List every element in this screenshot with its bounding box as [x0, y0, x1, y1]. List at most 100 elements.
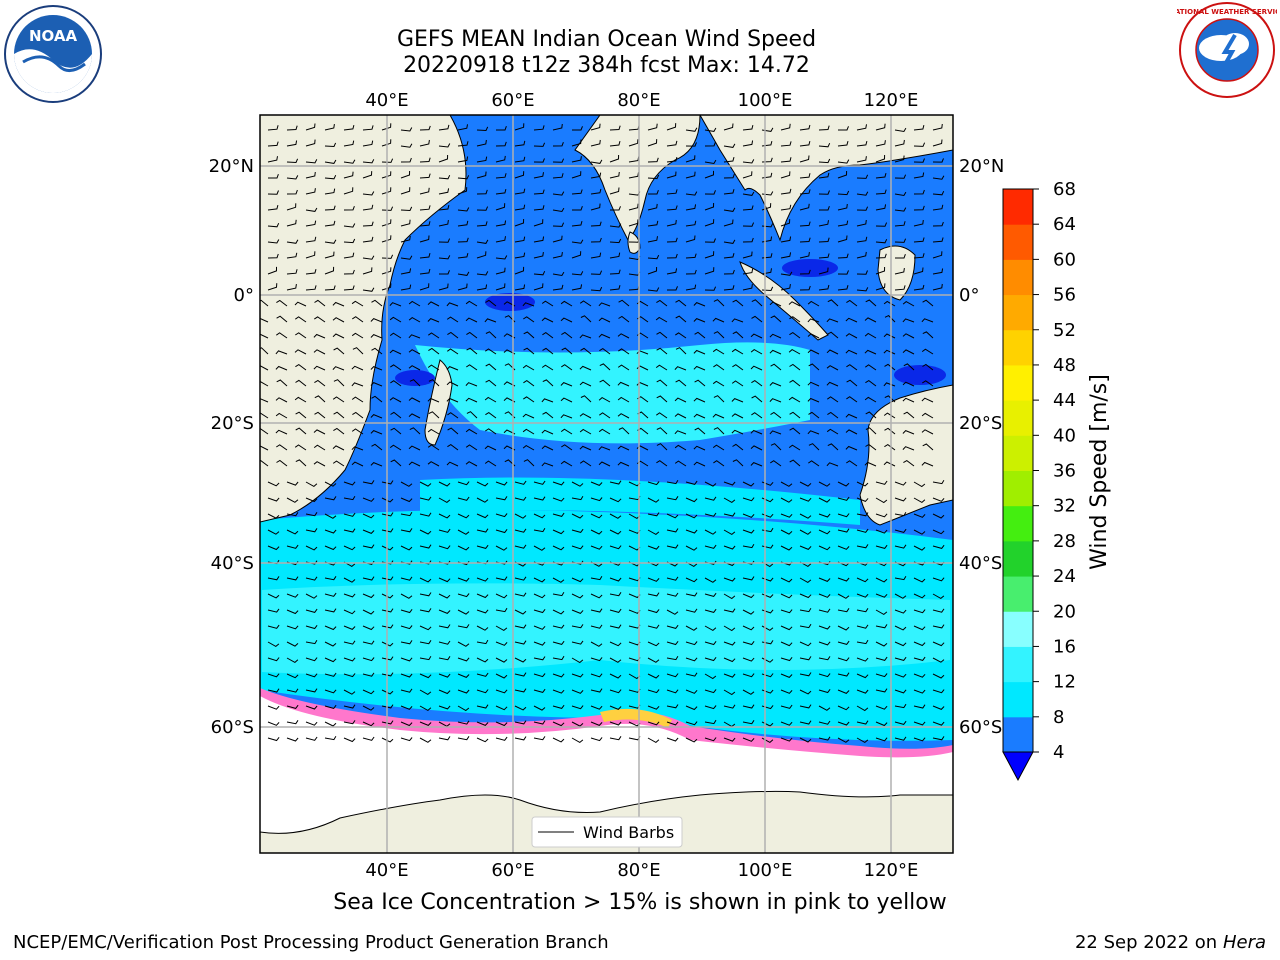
wind-barb — [780, 656, 793, 662]
wind-barb — [827, 411, 839, 419]
wind-barb — [381, 497, 394, 503]
wind-barb — [818, 125, 830, 131]
wind-barb — [333, 347, 345, 355]
wind-barb — [324, 513, 337, 519]
wind-barb — [476, 577, 489, 582]
wind-barb — [286, 158, 299, 164]
wind-barb — [856, 577, 869, 583]
wind-barb — [465, 444, 478, 451]
wind-barb — [856, 287, 869, 292]
wind-barb — [324, 576, 337, 581]
wind-barb — [343, 269, 355, 275]
wind-barb — [666, 655, 679, 661]
wind-barb — [560, 397, 573, 403]
wind-barb — [533, 496, 546, 501]
wind-barb — [712, 348, 725, 355]
wind-barb — [845, 317, 858, 323]
wind-barb — [260, 445, 269, 451]
wind-barb — [447, 348, 459, 355]
wind-barb — [780, 271, 793, 276]
wind-barb — [428, 379, 440, 387]
wind-barb — [514, 123, 525, 131]
wind-barb — [693, 365, 706, 371]
wind-barb — [571, 624, 584, 629]
wind-barb — [267, 141, 279, 147]
wind-barb — [343, 495, 356, 501]
wind-barbs-field — [260, 123, 945, 744]
wind-barb — [742, 543, 755, 549]
wind-barb — [446, 381, 459, 387]
wind-barb — [837, 640, 850, 645]
wind-barb — [599, 412, 611, 419]
wind-barb — [267, 624, 280, 629]
wind-barb — [457, 220, 469, 227]
wind-barb — [865, 443, 877, 451]
wind-barb — [457, 641, 470, 647]
wind-barb — [685, 529, 698, 534]
wind-barb — [590, 159, 603, 164]
wind-barb — [324, 545, 337, 551]
wind-barb — [400, 187, 411, 195]
wind-barb — [628, 139, 639, 147]
wind-barb — [826, 318, 839, 323]
wind-barb — [305, 220, 317, 227]
wind-barb — [362, 159, 375, 164]
wind-barb — [314, 411, 326, 419]
wind-barb — [647, 705, 660, 710]
wind-barb — [371, 347, 383, 355]
wind-barb — [381, 480, 394, 485]
wind-barb — [693, 349, 706, 355]
wind-barb — [286, 576, 299, 581]
wind-barb — [856, 512, 869, 517]
wind-barb — [438, 513, 451, 519]
nws-logo-text: NATIONAL WEATHER SERVICE — [1177, 8, 1277, 16]
wind-barb — [343, 689, 356, 695]
wind-barb — [438, 497, 451, 504]
wind-barb — [313, 365, 326, 371]
wind-barb — [457, 513, 470, 519]
wind-barb — [799, 623, 812, 629]
wind-barb — [921, 397, 934, 403]
wind-barb — [305, 285, 317, 291]
land-australia — [859, 384, 953, 526]
wind-barb — [883, 349, 896, 355]
wind-barb — [267, 545, 280, 551]
wind-barb — [807, 349, 820, 355]
wind-barb — [685, 142, 697, 147]
wind-barb — [818, 608, 831, 613]
wind-barb — [685, 608, 698, 613]
wind-barb — [362, 529, 375, 534]
wind-barb — [552, 673, 565, 678]
wind-barb — [902, 349, 915, 355]
wind-barb — [343, 609, 356, 615]
wind-barb — [427, 428, 440, 435]
wind-barb — [799, 173, 811, 179]
wind-barb — [351, 365, 364, 371]
wind-barb — [268, 174, 279, 179]
wind-barb — [552, 271, 565, 277]
wind-barb — [286, 625, 299, 630]
wind-barb — [742, 513, 755, 518]
wind-barb — [465, 461, 478, 467]
wind-barb — [552, 591, 565, 597]
wind-barb — [666, 689, 679, 694]
wind-barb — [552, 284, 564, 291]
wind-barb — [438, 143, 451, 148]
wind-barb — [674, 444, 687, 451]
wind-barb — [295, 379, 307, 387]
wind-barb — [408, 300, 421, 307]
wind-barb — [875, 222, 888, 227]
wind-barb — [362, 625, 375, 631]
wind-barb — [837, 705, 850, 711]
wind-barb — [856, 624, 869, 629]
wind-barb — [922, 299, 934, 307]
wind-barb — [922, 443, 934, 451]
wind-barb — [894, 544, 907, 549]
wind-barb — [723, 173, 735, 179]
wind-barb — [837, 545, 850, 550]
wind-barb — [618, 299, 630, 307]
wind-barb — [723, 156, 735, 163]
wind-barb — [713, 331, 725, 339]
wind-barb — [827, 443, 839, 451]
wind-barb — [780, 204, 792, 211]
